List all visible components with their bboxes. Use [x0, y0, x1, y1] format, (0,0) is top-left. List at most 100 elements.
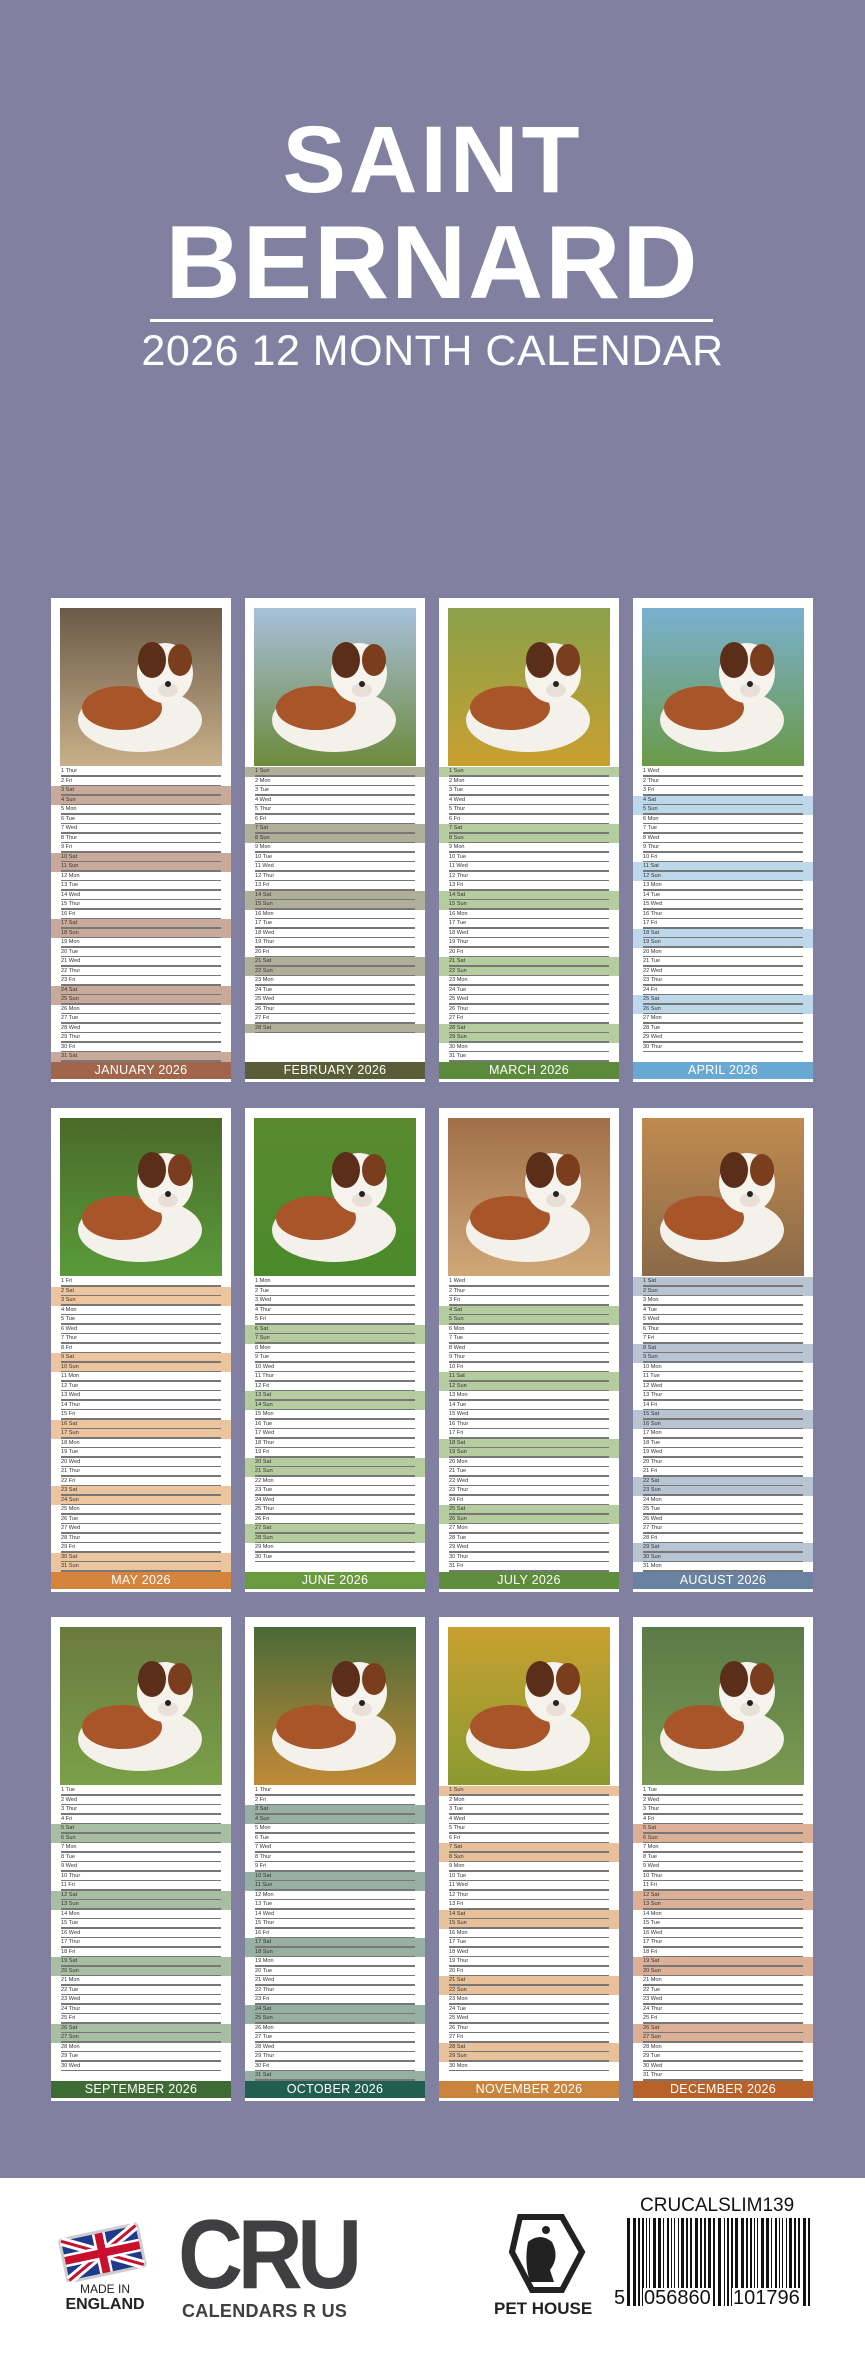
- month-label: APRIL 2026: [633, 1062, 813, 1079]
- barcode-bar: [718, 2218, 721, 2306]
- day-label: 27 Wed: [61, 1525, 81, 1531]
- day-label: 7 Sat: [255, 825, 269, 831]
- day-row: 3 Sat: [245, 1805, 425, 1815]
- day-label: 14 Tue: [449, 1401, 467, 1408]
- day-label: 7 Sun: [255, 1335, 270, 1341]
- dog-photo: [254, 1118, 416, 1276]
- day-label: 12 Sun: [643, 872, 661, 879]
- day-row: 14 Thur: [51, 1401, 231, 1411]
- day-row: 1 Tue: [51, 1786, 231, 1796]
- day-label: 13 Tue: [61, 882, 79, 888]
- day-row: 28 Tue: [633, 1024, 813, 1034]
- day-label: 24 Fri: [449, 1496, 464, 1503]
- day-label: 16 Tue: [255, 1420, 273, 1427]
- day-label: 5 Sun: [449, 1316, 464, 1322]
- day-row: 1 Thur: [51, 767, 231, 777]
- day-row: 12 Sun: [439, 1381, 619, 1391]
- day-label: 27 Fri: [449, 2034, 464, 2040]
- day-label: 25 Sun: [61, 996, 79, 1002]
- day-label: 26 Sun: [449, 1515, 467, 1522]
- day-label: 29 Wed: [449, 1544, 469, 1550]
- day-label: 15 Thur: [255, 1920, 275, 1926]
- day-row: 1 Fri: [51, 1277, 231, 1287]
- day-row: 11 Fri: [51, 1881, 231, 1891]
- day-label: 18 Sat: [643, 929, 660, 936]
- day-label: 8 Sun: [449, 1853, 464, 1860]
- day-row: 6 Sun: [633, 1833, 813, 1843]
- day-label: 25 Sun: [255, 2015, 273, 2021]
- day-row: 8 Sun: [439, 1852, 619, 1862]
- day-label: 18 Fri: [61, 1948, 76, 1955]
- day-label: 8 Thur: [61, 834, 78, 841]
- day-row: 29 Tue: [51, 2052, 231, 2062]
- day-row: 19 Sun: [439, 1448, 619, 1458]
- month-label: MARCH 2026: [439, 1062, 619, 1079]
- day-label: 28 Mon: [61, 2043, 80, 2050]
- day-label: 18 Wed: [449, 1948, 469, 1955]
- day-label: 13 Sat: [255, 1392, 272, 1398]
- day-row: 29 Fri: [51, 1543, 231, 1553]
- barcode-bar: [681, 2218, 684, 2306]
- day-label: 22 Thur: [61, 967, 81, 974]
- day-label: 2 Fri: [255, 1796, 267, 1803]
- day-label: 27 Tue: [61, 1015, 79, 1021]
- day-label: 1 Sun: [449, 1787, 464, 1793]
- day-row: 5 Sat: [633, 1824, 813, 1834]
- day-label: 29 Thur: [61, 1034, 81, 1040]
- day-row: 16 Tue: [245, 1420, 425, 1430]
- day-label: 29 Tue: [643, 2053, 661, 2059]
- day-label: 7 Wed: [255, 1844, 272, 1850]
- day-label: 28 Fri: [643, 1534, 658, 1541]
- month-panel-october: 1 Thur 2 Fri 3 Sat 4 Sun 5 Mon 6 Tue 7 Wed 8 Th…: [245, 1617, 425, 2101]
- day-row: 31 Fri: [439, 1562, 619, 1572]
- day-label: 21 Tue: [449, 1468, 467, 1474]
- day-label: 24 Wed: [255, 1496, 275, 1503]
- day-row: 30 Fri: [245, 2062, 425, 2072]
- day-label: 26 Fri: [255, 1515, 270, 1522]
- day-row: 6 Wed: [51, 1325, 231, 1335]
- day-list: 1 Wed 2 Thur 3 Fri 4 Sat 5 Sun 6 Mon 7 Tue 8 We…: [633, 767, 813, 1052]
- day-row: 24 Thur: [51, 2005, 231, 2015]
- day-label: 3 Tue: [449, 1806, 463, 1812]
- day-label: 14 Sat: [449, 891, 466, 898]
- day-row: 10 Sat: [51, 852, 231, 862]
- day-label: 4 Sun: [255, 1815, 270, 1822]
- day-label: 20 Tue: [61, 948, 79, 955]
- day-label: 24 Thur: [61, 2005, 81, 2012]
- barcode-bar: [735, 2218, 738, 2306]
- day-row: 3 Sun: [51, 1296, 231, 1306]
- day-label: 27 Mon: [449, 1525, 468, 1531]
- day-row: 6 Tue: [245, 1834, 425, 1844]
- day-row: 17 Tue: [439, 919, 619, 929]
- day-label: 15 Sat: [643, 1411, 660, 1417]
- day-row: 22 Wed: [633, 967, 813, 977]
- day-row: 8 Sat: [633, 1343, 813, 1353]
- day-label: 25 Sat: [449, 1506, 466, 1512]
- day-label: 15 Wed: [449, 1411, 469, 1417]
- day-label: 13 Tue: [255, 1901, 273, 1907]
- day-row: 4 Fri: [633, 1815, 813, 1825]
- day-label: 14 Tue: [643, 891, 661, 898]
- barcode-bar: [766, 2218, 769, 2306]
- title-divider: [150, 319, 713, 322]
- subtitle: 2026 12 MONTH CALENDAR: [141, 327, 724, 375]
- day-row: 20 Wed: [51, 1458, 231, 1468]
- day-row: 21 Mon: [633, 1976, 813, 1986]
- dog-photo: [642, 1627, 804, 1785]
- day-row: 13 Tue: [245, 1900, 425, 1910]
- day-row: 28 Fri: [633, 1534, 813, 1544]
- day-label: 11 Fri: [643, 1882, 657, 1888]
- day-label: 26 Sat: [643, 2024, 660, 2031]
- day-row: 23 Wed: [633, 1995, 813, 2005]
- day-label: 12 Thur: [449, 872, 469, 879]
- day-row: 27 Fri: [439, 1014, 619, 1024]
- day-row: 20 Sat: [245, 1457, 425, 1467]
- day-row: 1 Sat: [633, 1277, 813, 1287]
- day-label: 18 Wed: [255, 929, 275, 936]
- day-row: 10 Thur: [633, 1872, 813, 1882]
- day-row: 29 Sun: [439, 2052, 619, 2062]
- day-label: 10 Mon: [643, 1363, 662, 1370]
- day-row: 9 Thur: [439, 1353, 619, 1363]
- day-label: 23 Mon: [449, 1996, 468, 2002]
- day-row: 6 Mon: [439, 1325, 619, 1335]
